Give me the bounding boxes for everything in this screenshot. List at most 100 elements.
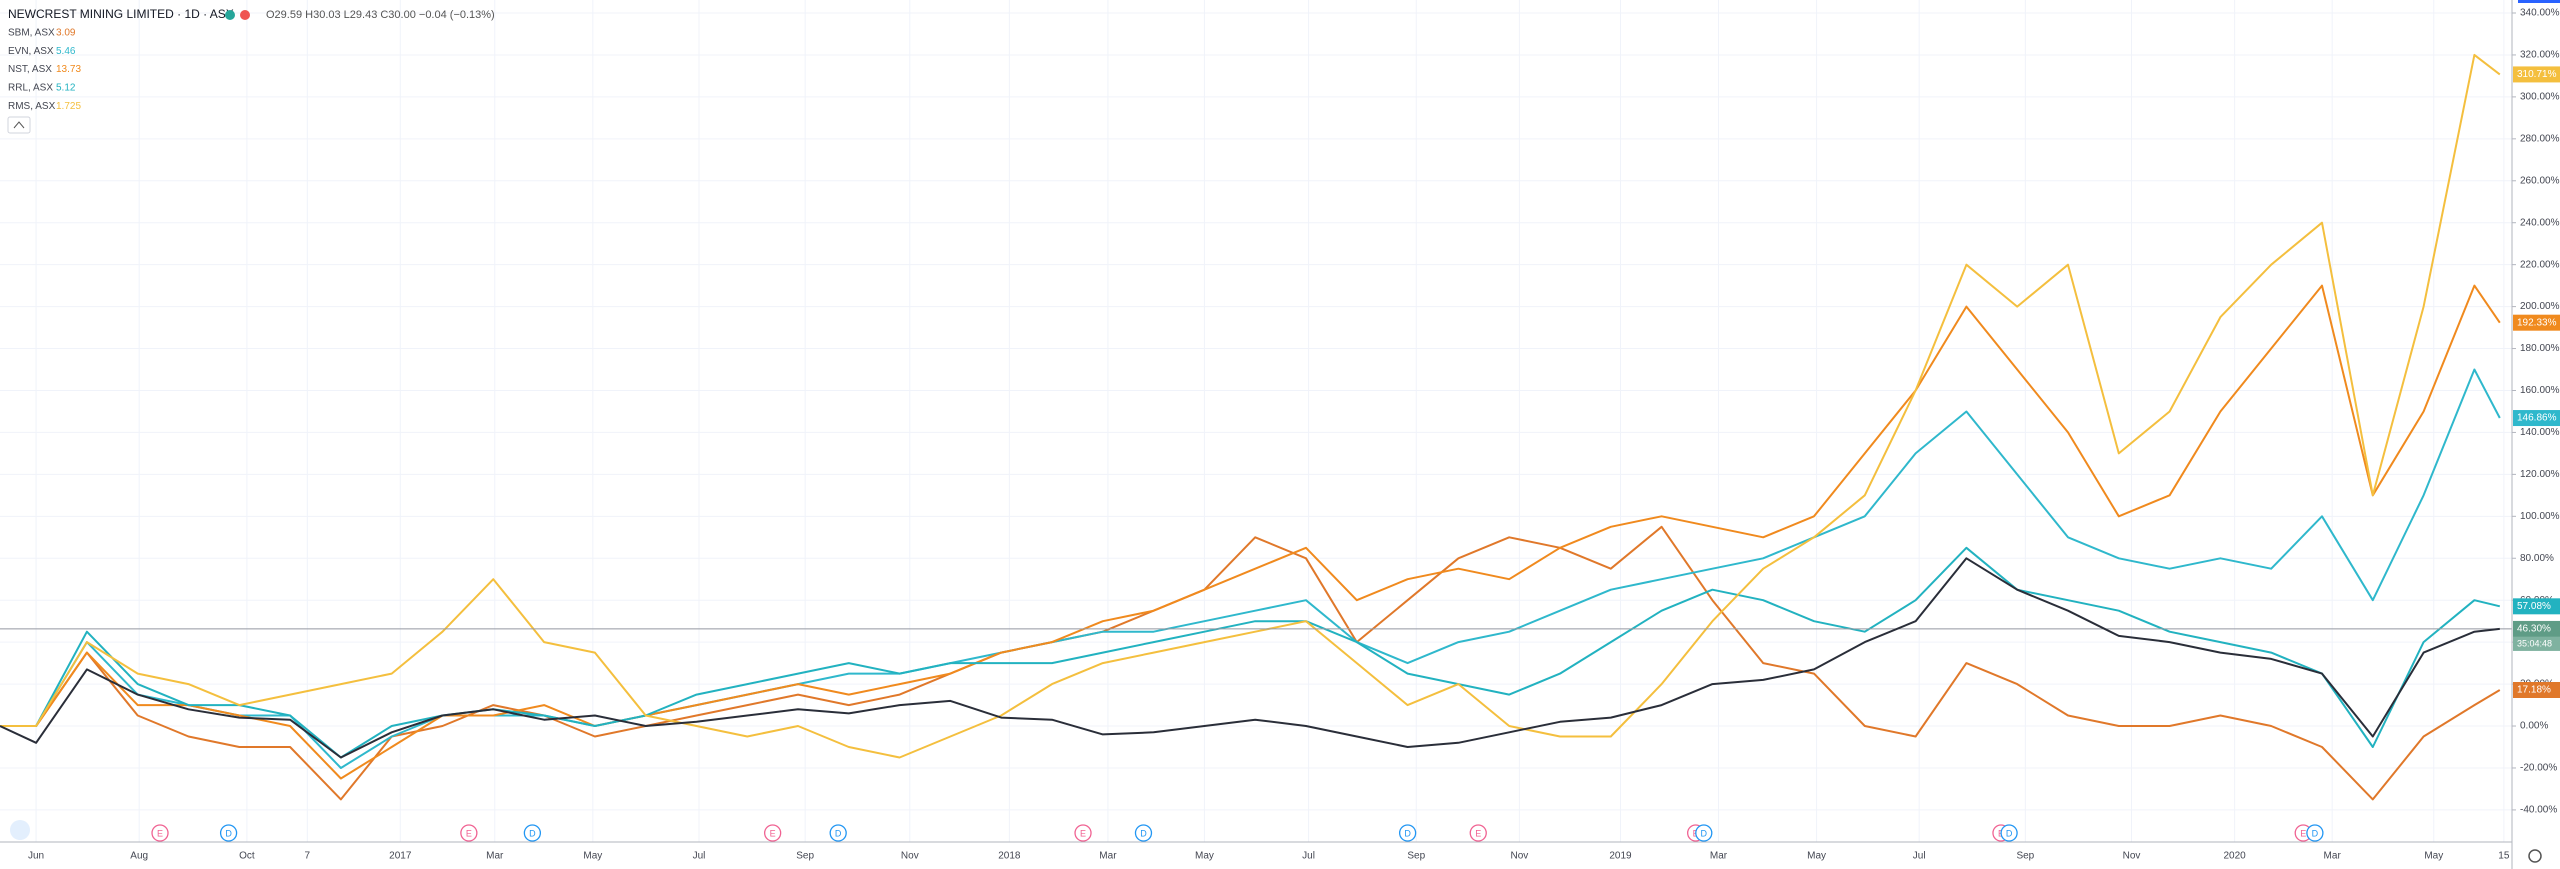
event-marker (460, 824, 478, 842)
axes: -40.00%-20.00%0.00%20.00%40.00%60.00%80.… (28, 8, 2560, 862)
event-label: E (2300, 828, 2306, 838)
legend-name: EVN, ASX (8, 46, 54, 57)
countdown: 35:04:48 (2517, 638, 2552, 648)
collapse-icon (13, 121, 25, 129)
status-dot[interactable] (225, 10, 235, 20)
y-tick-label: 0.00% (2520, 721, 2548, 732)
series-line (0, 546, 2501, 759)
y-tick-label: 220.00% (2520, 259, 2560, 270)
event-marker (829, 824, 847, 842)
series-line (0, 525, 2501, 801)
legend: NEWCREST MINING LIMITED · 1D · ASX O29.5… (8, 7, 495, 112)
y-tick-label: 80.00% (2520, 553, 2554, 564)
last-value-tag (2513, 66, 2560, 83)
y-tick-label: 240.00% (2520, 217, 2560, 228)
x-tick-label: 2019 (1609, 851, 1632, 862)
ohlc: O29.59 H30.03 L29.43 C30.00 −0.04 (−0.13… (266, 9, 495, 21)
event-label: E (1475, 828, 1481, 838)
event-marker (1469, 824, 1487, 842)
y-tick-label: 180.00% (2520, 343, 2560, 354)
event-marker (763, 824, 782, 842)
x-tick-label: Oct (239, 851, 255, 862)
legend-value: 5.46 (56, 46, 76, 57)
legend-name: NST, ASX (8, 64, 52, 75)
chart-title: NEWCREST MINING LIMITED · 1D · ASX (8, 7, 234, 21)
x-tick-label: Mar (2324, 851, 2342, 862)
collapse-button[interactable] (7, 116, 31, 134)
y-tick-label: 140.00% (2520, 427, 2560, 438)
x-tick-label: Jul (1913, 851, 1926, 862)
event-label: E (770, 828, 776, 838)
countdown-box (2513, 636, 2560, 651)
x-tick-label: 2018 (998, 851, 1021, 862)
x-tick-label: Nov (2123, 851, 2141, 862)
event-marker (1695, 824, 1713, 842)
x-tick-label: Jul (1302, 851, 1315, 862)
last-value-tag (2513, 681, 2560, 698)
last-value-tag (2513, 314, 2560, 331)
event-marker (151, 824, 169, 842)
series-line (0, 557, 2500, 759)
x-tick-label: Jul (693, 851, 706, 862)
x-tick-label: 7 (305, 851, 311, 862)
legend-value: 3.09 (56, 28, 76, 39)
y-tick-label: 200.00% (2520, 301, 2560, 312)
y-tick-label: 120.00% (2520, 469, 2560, 480)
event-marker (219, 824, 238, 842)
y-tick-label: 300.00% (2520, 92, 2560, 103)
last-value-label: 46.30% (2517, 624, 2551, 635)
plot (0, 53, 2512, 801)
event-marker (2306, 824, 2324, 842)
y-tick-label: -20.00% (2520, 763, 2557, 774)
last-value-tag (2513, 410, 2560, 427)
event-label: D (835, 828, 842, 838)
event-label: E (157, 828, 163, 838)
event-label: D (1140, 828, 1147, 838)
y-tick-label: 320.00% (2520, 50, 2560, 61)
series-line (0, 284, 2501, 780)
grid (0, 0, 2512, 842)
x-tick-label: 2020 (2224, 851, 2247, 862)
legend-value: 13.73 (56, 64, 81, 75)
x-tick-label: Nov (901, 851, 919, 862)
x-tick-label: May (1195, 851, 1214, 862)
status-dot[interactable] (240, 10, 250, 20)
event-marker (1074, 824, 1092, 842)
event-marker (523, 824, 542, 842)
event-label: D (529, 828, 536, 838)
x-tick-label: Aug (130, 851, 148, 862)
x-tick-label: Sep (796, 851, 814, 862)
y-tick-label: 280.00% (2520, 133, 2560, 144)
x-tick-label: Mar (1710, 851, 1728, 862)
event-label: E (1080, 828, 1086, 838)
y-tick-label: 340.00% (2520, 8, 2560, 19)
x-tick-label: May (1807, 851, 1826, 862)
settings-button[interactable] (2528, 849, 2542, 863)
logo-button[interactable] (10, 820, 30, 840)
y-tick-label: -40.00% (2520, 805, 2557, 816)
legend-name: RMS, ASX (8, 101, 56, 112)
legend-name: SBM, ASX (8, 28, 55, 39)
x-tick-label: Sep (1407, 851, 1425, 862)
top-indicator (2518, 0, 2560, 3)
x-tick-label: May (2424, 851, 2443, 862)
y-tick-label: 260.00% (2520, 175, 2560, 186)
event-marker (1134, 824, 1153, 842)
event-label: D (2312, 828, 2319, 838)
x-tick-label: Sep (2016, 851, 2034, 862)
series-line (0, 53, 2501, 759)
event-label: D (225, 828, 232, 838)
x-tick-label: Mar (486, 851, 504, 862)
event-label: D (1404, 828, 1411, 838)
x-tick-label: May (583, 851, 602, 862)
last-value-label: 310.71% (2517, 69, 2557, 80)
last-value-tag (2513, 620, 2560, 637)
last-value-tag (2513, 598, 2560, 615)
event-label: D (1701, 828, 1708, 838)
x-tick-label: Nov (1510, 851, 1528, 862)
x-tick-label: 15 (2498, 851, 2510, 862)
event-label: E (466, 828, 472, 838)
y-tick-label: 100.00% (2520, 511, 2560, 522)
